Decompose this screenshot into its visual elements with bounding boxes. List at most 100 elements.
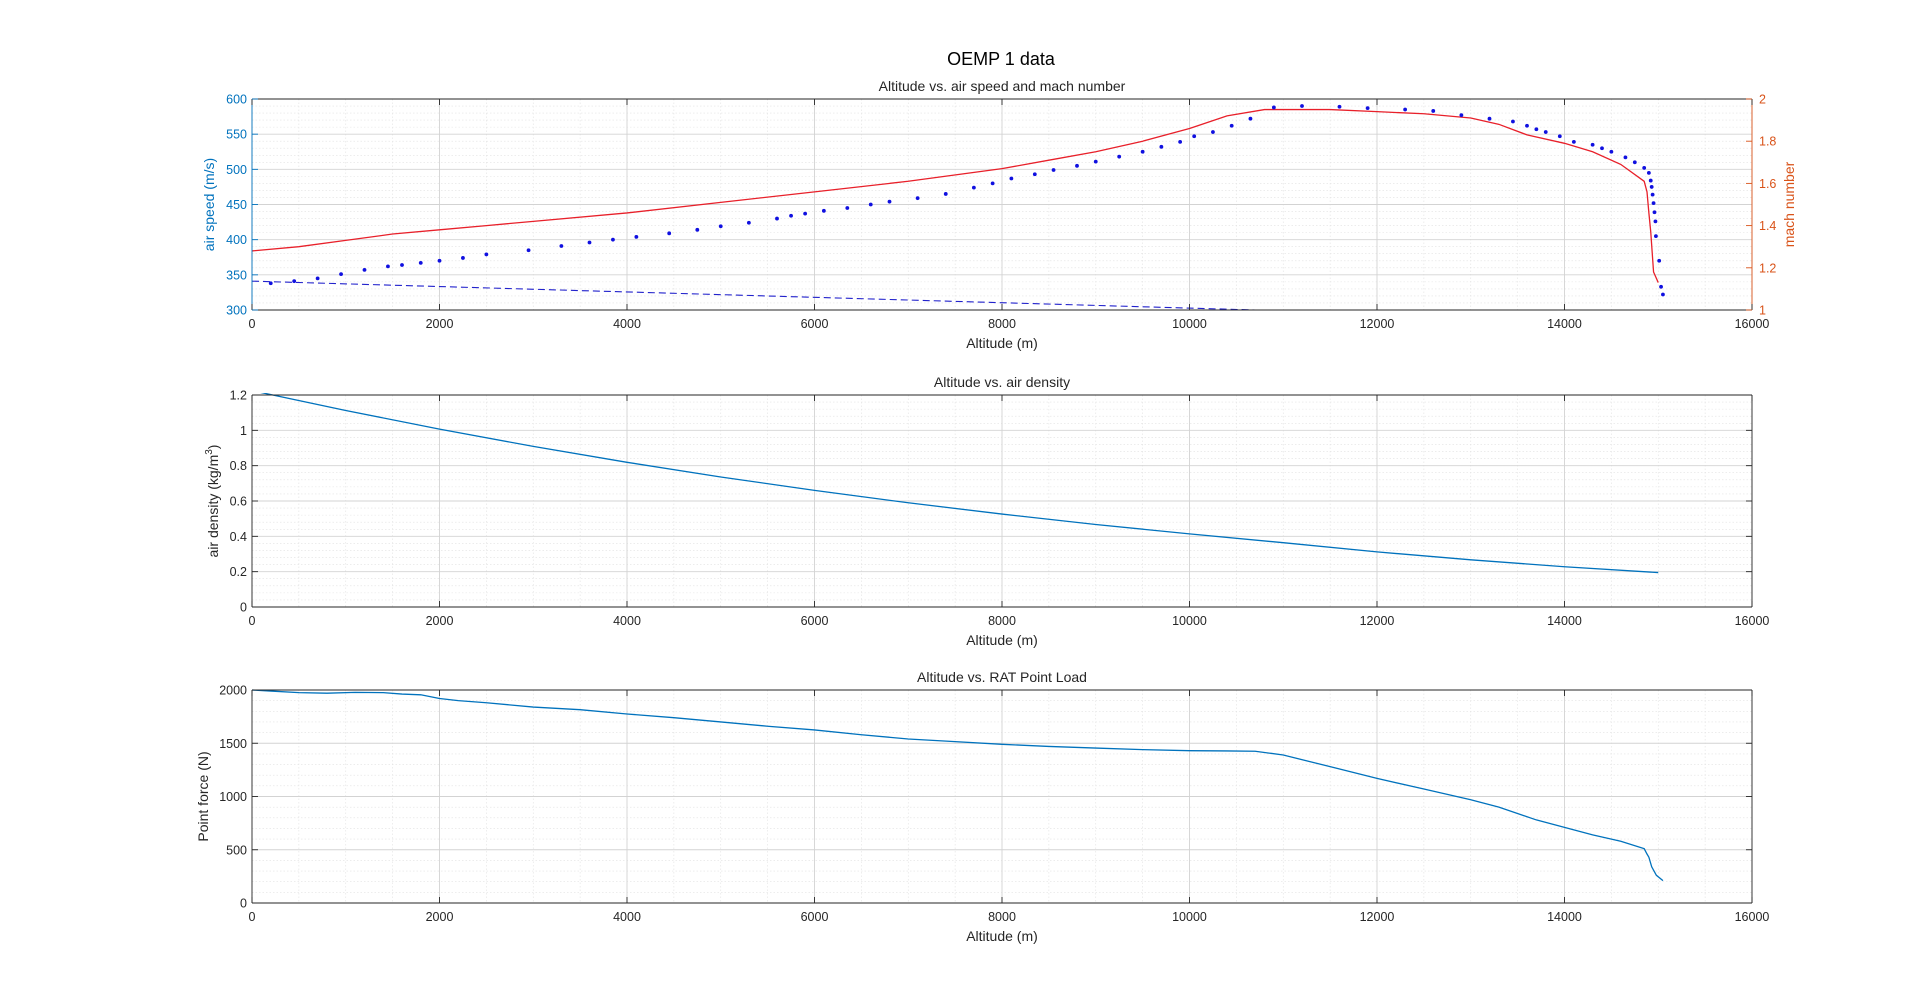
x-tick-label: 16000 bbox=[1735, 317, 1770, 331]
airspeed-point bbox=[1431, 109, 1436, 113]
airspeed-point bbox=[1642, 166, 1647, 170]
x-tick-label: 6000 bbox=[801, 317, 829, 331]
airspeed-point bbox=[526, 248, 531, 253]
x-tick-label: 14000 bbox=[1547, 614, 1582, 628]
x-tick-label: 8000 bbox=[988, 910, 1016, 924]
airspeed-point bbox=[1248, 116, 1253, 121]
airspeed-point bbox=[1609, 149, 1614, 154]
x-tick-label: 0 bbox=[249, 317, 256, 331]
airspeed-point bbox=[1159, 144, 1164, 149]
subplot-airspeed-mach: 0 2000 4000 6000 8000 10000 12000 14000 16000 300… bbox=[201, 78, 1797, 351]
airspeed-point bbox=[1646, 170, 1651, 175]
y-tick-label: 350 bbox=[226, 268, 247, 282]
subplot-air-density: 0 2000 4000 6000 8000 10000 12000 14000 16000 0 0.… bbox=[204, 374, 1769, 648]
airspeed-point bbox=[1009, 176, 1014, 181]
airspeed-point bbox=[634, 234, 639, 239]
x-tick-label: 2000 bbox=[426, 317, 454, 331]
airspeed-point bbox=[1650, 192, 1655, 197]
y-tick-label: 600 bbox=[226, 93, 247, 107]
x-tick-label: 10000 bbox=[1172, 317, 1207, 331]
airspeed-point bbox=[461, 256, 465, 260]
airspeed-point bbox=[1543, 130, 1548, 134]
x-tick-label: 16000 bbox=[1735, 614, 1770, 628]
y-tick-label: 500 bbox=[226, 843, 247, 857]
airspeed-point bbox=[1623, 155, 1628, 160]
subplot-title: Altitude vs. air density bbox=[934, 374, 1070, 390]
y-axis-label: air density (kg/m3) bbox=[204, 445, 221, 558]
y-axis-right-label: mach number bbox=[1781, 161, 1797, 247]
airspeed-point bbox=[1525, 123, 1529, 128]
x-tick-label: 16000 bbox=[1735, 910, 1770, 924]
y-tick-label: 450 bbox=[226, 198, 247, 212]
y-right-tick-label: 1.8 bbox=[1759, 135, 1776, 149]
airspeed-point bbox=[695, 227, 700, 232]
airspeed-point bbox=[667, 231, 672, 236]
x-axis-label: Altitude (m) bbox=[966, 632, 1038, 648]
x-tick-label: 2000 bbox=[426, 910, 454, 924]
airspeed-point bbox=[1271, 105, 1276, 110]
airspeed-point bbox=[1651, 201, 1656, 205]
airspeed-point bbox=[1654, 234, 1658, 239]
y-tick-label: 400 bbox=[226, 233, 247, 247]
y-tick-label: 1 bbox=[240, 424, 247, 438]
y-tick-label: 0 bbox=[240, 897, 247, 911]
x-tick-label: 6000 bbox=[801, 614, 829, 628]
y-right-tick-label: 1 bbox=[1759, 304, 1766, 318]
y-right-tick-label: 2 bbox=[1759, 93, 1766, 107]
x-tick-label: 4000 bbox=[613, 317, 641, 331]
airspeed-point bbox=[1657, 258, 1662, 263]
airspeed-point bbox=[292, 279, 297, 284]
y-axis-label: Point force (N) bbox=[195, 751, 211, 841]
airspeed-point bbox=[775, 216, 779, 221]
x-tick-label: 4000 bbox=[613, 614, 641, 628]
y-tick-label: 500 bbox=[226, 163, 247, 177]
airspeed-point bbox=[746, 220, 751, 225]
x-axis-label: Altitude (m) bbox=[966, 928, 1038, 944]
airspeed-point bbox=[437, 258, 442, 263]
x-tick-label: 2000 bbox=[426, 614, 454, 628]
y-axis-label-superscript: 3 bbox=[204, 449, 215, 455]
x-tick-label: 0 bbox=[249, 910, 256, 924]
airspeed-point bbox=[1075, 163, 1079, 168]
airspeed-point bbox=[971, 185, 976, 190]
airspeed-point bbox=[718, 224, 723, 229]
y-tick-label: 0.4 bbox=[230, 530, 247, 544]
airspeed-point bbox=[418, 260, 423, 265]
y-right-tick-label: 1.6 bbox=[1759, 177, 1776, 191]
y-tick-label: 1.2 bbox=[230, 389, 247, 403]
airspeed-point bbox=[803, 211, 808, 216]
airspeed-point bbox=[1511, 119, 1515, 124]
airspeed-point bbox=[1032, 172, 1037, 177]
airspeed-point bbox=[943, 192, 948, 196]
airspeed-point bbox=[1648, 178, 1653, 183]
x-tick-label: 14000 bbox=[1547, 910, 1582, 924]
y-tick-label: 0.2 bbox=[230, 565, 247, 579]
y-tick-label: 1500 bbox=[219, 737, 247, 751]
airspeed-point bbox=[1600, 146, 1604, 151]
x-tick-label: 12000 bbox=[1360, 317, 1395, 331]
airspeed-point bbox=[1661, 292, 1665, 297]
y-tick-label: 0.6 bbox=[230, 495, 247, 509]
airspeed-point bbox=[1300, 104, 1304, 108]
x-tick-label: 14000 bbox=[1547, 317, 1582, 331]
mach-number-line bbox=[252, 108, 1659, 283]
y-tick-label: 0 bbox=[240, 601, 247, 615]
airspeed-point bbox=[1632, 160, 1637, 165]
airspeed-point bbox=[559, 244, 564, 248]
dashed-reference-line bbox=[252, 280, 1256, 310]
x-axis-label: Altitude (m) bbox=[966, 335, 1038, 351]
airspeed-point bbox=[362, 268, 367, 272]
airspeed-point bbox=[821, 208, 826, 213]
airspeed-point bbox=[1140, 149, 1145, 154]
airspeed-point bbox=[1051, 168, 1056, 172]
x-tick-label: 10000 bbox=[1172, 910, 1207, 924]
x-tick-label: 12000 bbox=[1360, 614, 1395, 628]
airspeed-point bbox=[1459, 113, 1464, 118]
airspeed-point bbox=[1534, 127, 1539, 132]
y-right-tick-label: 1.4 bbox=[1759, 219, 1776, 233]
y-axis-label-text: air density (kg/m bbox=[205, 455, 221, 558]
airspeed-point bbox=[845, 206, 850, 210]
x-tick-label: 4000 bbox=[613, 910, 641, 924]
airspeed-point bbox=[587, 240, 592, 245]
